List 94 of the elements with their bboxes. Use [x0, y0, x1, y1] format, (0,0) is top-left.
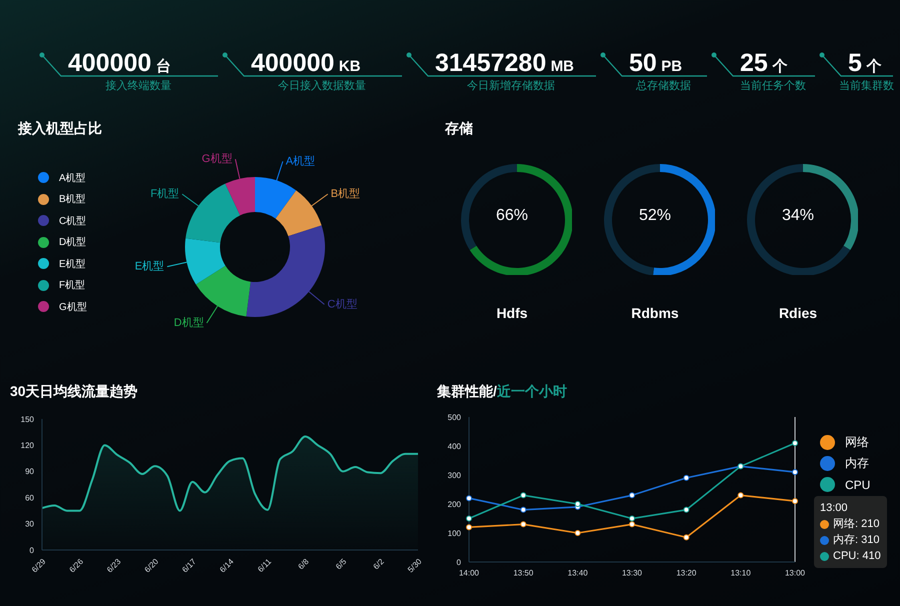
y-tick-label: 0 — [30, 546, 35, 555]
point — [683, 506, 690, 513]
category-label: 总存储数据 — [635, 79, 692, 93]
point — [629, 492, 635, 498]
x-tick-label: 13:30 — [622, 568, 643, 578]
donut-slice — [186, 184, 240, 243]
category-label: 今日接入数据数量 — [277, 78, 367, 93]
slice-label: F机型 — [150, 188, 180, 200]
x-tick-label: 6/2 — [372, 556, 386, 572]
x-tick-label: 13:10 — [730, 568, 752, 578]
slice-label: Rdies — [778, 305, 818, 321]
y-tick-label: 500 — [448, 412, 462, 422]
legend-label: B机型 — [59, 192, 86, 206]
text: 400000 台 — [68, 49, 171, 77]
x-tick-label: 13:50 — [513, 568, 534, 578]
x-tick-label: 6/11 — [256, 556, 274, 574]
x-tick-label: 13:00 — [784, 568, 806, 578]
text: CPU: 410 — [833, 549, 881, 564]
point — [629, 516, 635, 522]
x-tick-label: 6/8 — [296, 556, 312, 572]
chart-title: 接入机型占比 — [18, 120, 102, 136]
point — [792, 440, 798, 446]
y-tick-label: 30 — [25, 520, 35, 529]
text: 5 个 — [848, 49, 882, 77]
y-tick-label: 120 — [20, 441, 35, 450]
slice-label: A机型 — [286, 155, 316, 168]
text: 网络: 210 — [833, 517, 880, 532]
slice-label: E机型 — [134, 260, 164, 273]
chart-title: 30天日均线流量趋势 — [10, 383, 138, 399]
x-tick-label: 14:00 — [458, 568, 480, 578]
y-tick-label: 300 — [448, 470, 462, 480]
x-tick-label: 6/14 — [218, 556, 236, 574]
legend-label: 内存 — [845, 455, 869, 472]
legend-label: A机型 — [59, 172, 86, 185]
x-tick-label: 6/23 — [105, 556, 124, 574]
text: 66% — [494, 206, 530, 226]
point — [683, 474, 690, 481]
y-tick-label: 400 — [448, 442, 462, 451]
point — [574, 501, 581, 507]
point — [629, 521, 635, 528]
legend-label: D机型 — [59, 236, 86, 250]
text: 52% — [638, 206, 672, 226]
point — [574, 530, 581, 536]
slice-label: Hdfs — [495, 305, 529, 321]
text: 50 PB — [629, 49, 682, 77]
slice-label: C机型 — [327, 298, 358, 310]
category-label: 接入终端数量 — [104, 78, 172, 93]
point — [738, 492, 744, 498]
x-tick-label: 6/5 — [334, 556, 349, 572]
legend-label: E机型 — [59, 258, 86, 271]
text: 34% — [780, 206, 816, 226]
point — [520, 492, 526, 498]
y-tick-label: 150 — [20, 414, 35, 424]
point — [466, 495, 472, 502]
x-tick-label: 5/30 — [406, 556, 424, 574]
x-tick-label: 6/17 — [180, 556, 198, 574]
chart-title: 集群性能/ — [437, 383, 497, 399]
x-tick-label: 13:40 — [568, 568, 588, 578]
point — [466, 524, 472, 530]
donut-slice — [246, 225, 325, 317]
point — [520, 506, 526, 513]
text: 13:00 — [820, 501, 848, 516]
legend-label: G机型 — [59, 300, 87, 314]
slice-label: D机型 — [174, 316, 204, 329]
legend-label: CPU — [845, 478, 870, 492]
x-tick-label: 6/20 — [142, 556, 161, 574]
y-tick-label: 100 — [448, 528, 462, 538]
legend-label: C机型 — [59, 214, 86, 228]
text: 内存: 310 — [833, 533, 880, 548]
category-label: 当前集群数 — [839, 79, 894, 93]
x-tick-label: 6/29 — [30, 556, 48, 574]
x-tick-label: 6/26 — [68, 556, 86, 574]
chart-title: 存储 — [445, 120, 473, 136]
text: 400000 KB — [251, 49, 361, 77]
text: 25 个 — [740, 49, 788, 77]
legend-label: F机型 — [59, 278, 86, 292]
category-label: 今日新增存储数据 — [466, 78, 556, 93]
slice-label: Rdbms — [630, 305, 680, 321]
chart-subtitle: 近一个小时 — [496, 383, 567, 399]
text: 31457280 MB — [435, 49, 574, 77]
y-tick-label: 60 — [25, 493, 35, 502]
legend-label: 网络 — [845, 434, 869, 451]
point — [683, 534, 690, 540]
point — [466, 516, 472, 522]
y-tick-label: 200 — [448, 500, 462, 509]
slice-label: G机型 — [202, 153, 232, 166]
category-label: 当前任务个数 — [739, 79, 807, 93]
point — [792, 469, 798, 476]
x-tick-label: 13:20 — [676, 568, 697, 578]
y-tick-label: 90 — [25, 467, 35, 476]
point — [520, 521, 526, 528]
y-tick-label: 0 — [456, 558, 462, 567]
point — [792, 498, 798, 504]
slice-label: B机型 — [330, 188, 360, 200]
